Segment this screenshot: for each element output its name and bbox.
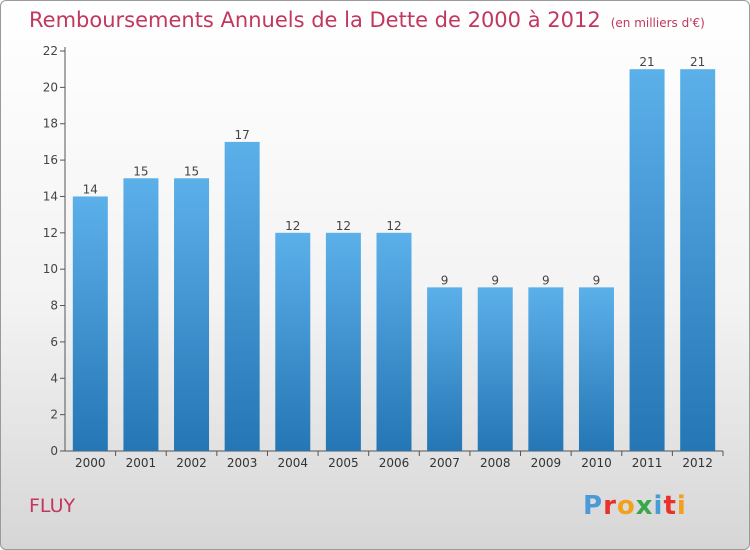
y-tick-label: 8 bbox=[50, 299, 58, 313]
y-tick-label: 20 bbox=[43, 80, 58, 94]
bar bbox=[578, 287, 614, 451]
logo-letter: o bbox=[616, 491, 636, 521]
logo-letter: t bbox=[663, 491, 677, 521]
data-label: 21 bbox=[690, 55, 705, 69]
data-label: 15 bbox=[133, 164, 148, 178]
y-tick-label: 22 bbox=[43, 44, 58, 58]
y-tick-label: 6 bbox=[50, 335, 58, 349]
x-tick-label: 2002 bbox=[176, 456, 207, 470]
chart-title: Remboursements Annuels de la Dette de 20… bbox=[29, 8, 705, 32]
x-tick-label: 2006 bbox=[379, 456, 410, 470]
proxiti-logo: Proxiti bbox=[583, 491, 687, 521]
y-tick-label: 2 bbox=[50, 408, 58, 422]
y-tick-label: 10 bbox=[43, 262, 58, 276]
x-tick-label: 2005 bbox=[328, 456, 359, 470]
logo-letter: i bbox=[676, 491, 687, 521]
data-label: 9 bbox=[593, 273, 601, 287]
data-label: 9 bbox=[542, 273, 550, 287]
bar bbox=[174, 178, 210, 452]
data-label: 15 bbox=[184, 164, 199, 178]
y-tick-label: 4 bbox=[50, 371, 58, 385]
logo-letter: P bbox=[583, 491, 604, 521]
bar bbox=[477, 287, 513, 451]
data-label: 9 bbox=[491, 273, 499, 287]
y-tick-label: 14 bbox=[43, 189, 58, 203]
data-label: 17 bbox=[235, 128, 250, 142]
data-label: 21 bbox=[639, 55, 654, 69]
bar bbox=[629, 69, 665, 451]
data-label: 12 bbox=[285, 219, 300, 233]
x-tick-label: 2001 bbox=[126, 456, 157, 470]
data-label: 9 bbox=[441, 273, 449, 287]
x-tick-label: 2010 bbox=[581, 456, 612, 470]
chart-title-text: Remboursements Annuels de la Dette de 20… bbox=[29, 8, 601, 32]
x-tick-label: 2000 bbox=[75, 456, 106, 470]
y-tick-label: 16 bbox=[43, 153, 58, 167]
data-label: 12 bbox=[386, 219, 401, 233]
data-label: 14 bbox=[83, 182, 98, 196]
y-tick-label: 18 bbox=[43, 117, 58, 131]
x-tick-label: 2011 bbox=[632, 456, 663, 470]
x-tick-label: 2009 bbox=[531, 456, 562, 470]
x-tick-label: 2003 bbox=[227, 456, 258, 470]
x-tick-label: 2012 bbox=[682, 456, 713, 470]
logo-letter: r bbox=[603, 491, 617, 521]
x-tick-label: 2007 bbox=[429, 456, 460, 470]
bar bbox=[224, 141, 260, 451]
bar bbox=[427, 287, 463, 451]
bar bbox=[72, 196, 108, 451]
y-tick-label: 0 bbox=[50, 444, 58, 458]
x-tick-label: 2004 bbox=[277, 456, 308, 470]
logo-letter: i bbox=[653, 491, 664, 521]
bar bbox=[325, 232, 361, 451]
x-tick-label: 2008 bbox=[480, 456, 511, 470]
bar bbox=[528, 287, 564, 451]
chart-unit: (en milliers d'€) bbox=[610, 16, 705, 30]
data-label: 12 bbox=[336, 219, 351, 233]
bar bbox=[680, 69, 716, 451]
y-tick-label: 12 bbox=[43, 226, 58, 240]
logo-letter: x bbox=[635, 491, 654, 521]
city-name: FLUY bbox=[29, 495, 76, 517]
bar bbox=[275, 232, 311, 451]
bar bbox=[123, 178, 159, 452]
bar bbox=[376, 232, 412, 451]
